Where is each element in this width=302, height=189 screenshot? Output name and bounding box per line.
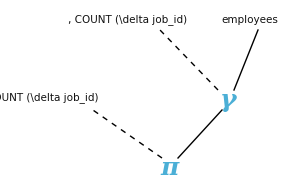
Text: COUNT (\delta job_id): COUNT (\delta job_id) [0, 93, 98, 103]
Text: π: π [161, 156, 179, 180]
Text: γ: γ [220, 88, 236, 112]
Text: employees: employees [222, 15, 278, 25]
Text: , COUNT (\delta job_id): , COUNT (\delta job_id) [69, 15, 188, 26]
